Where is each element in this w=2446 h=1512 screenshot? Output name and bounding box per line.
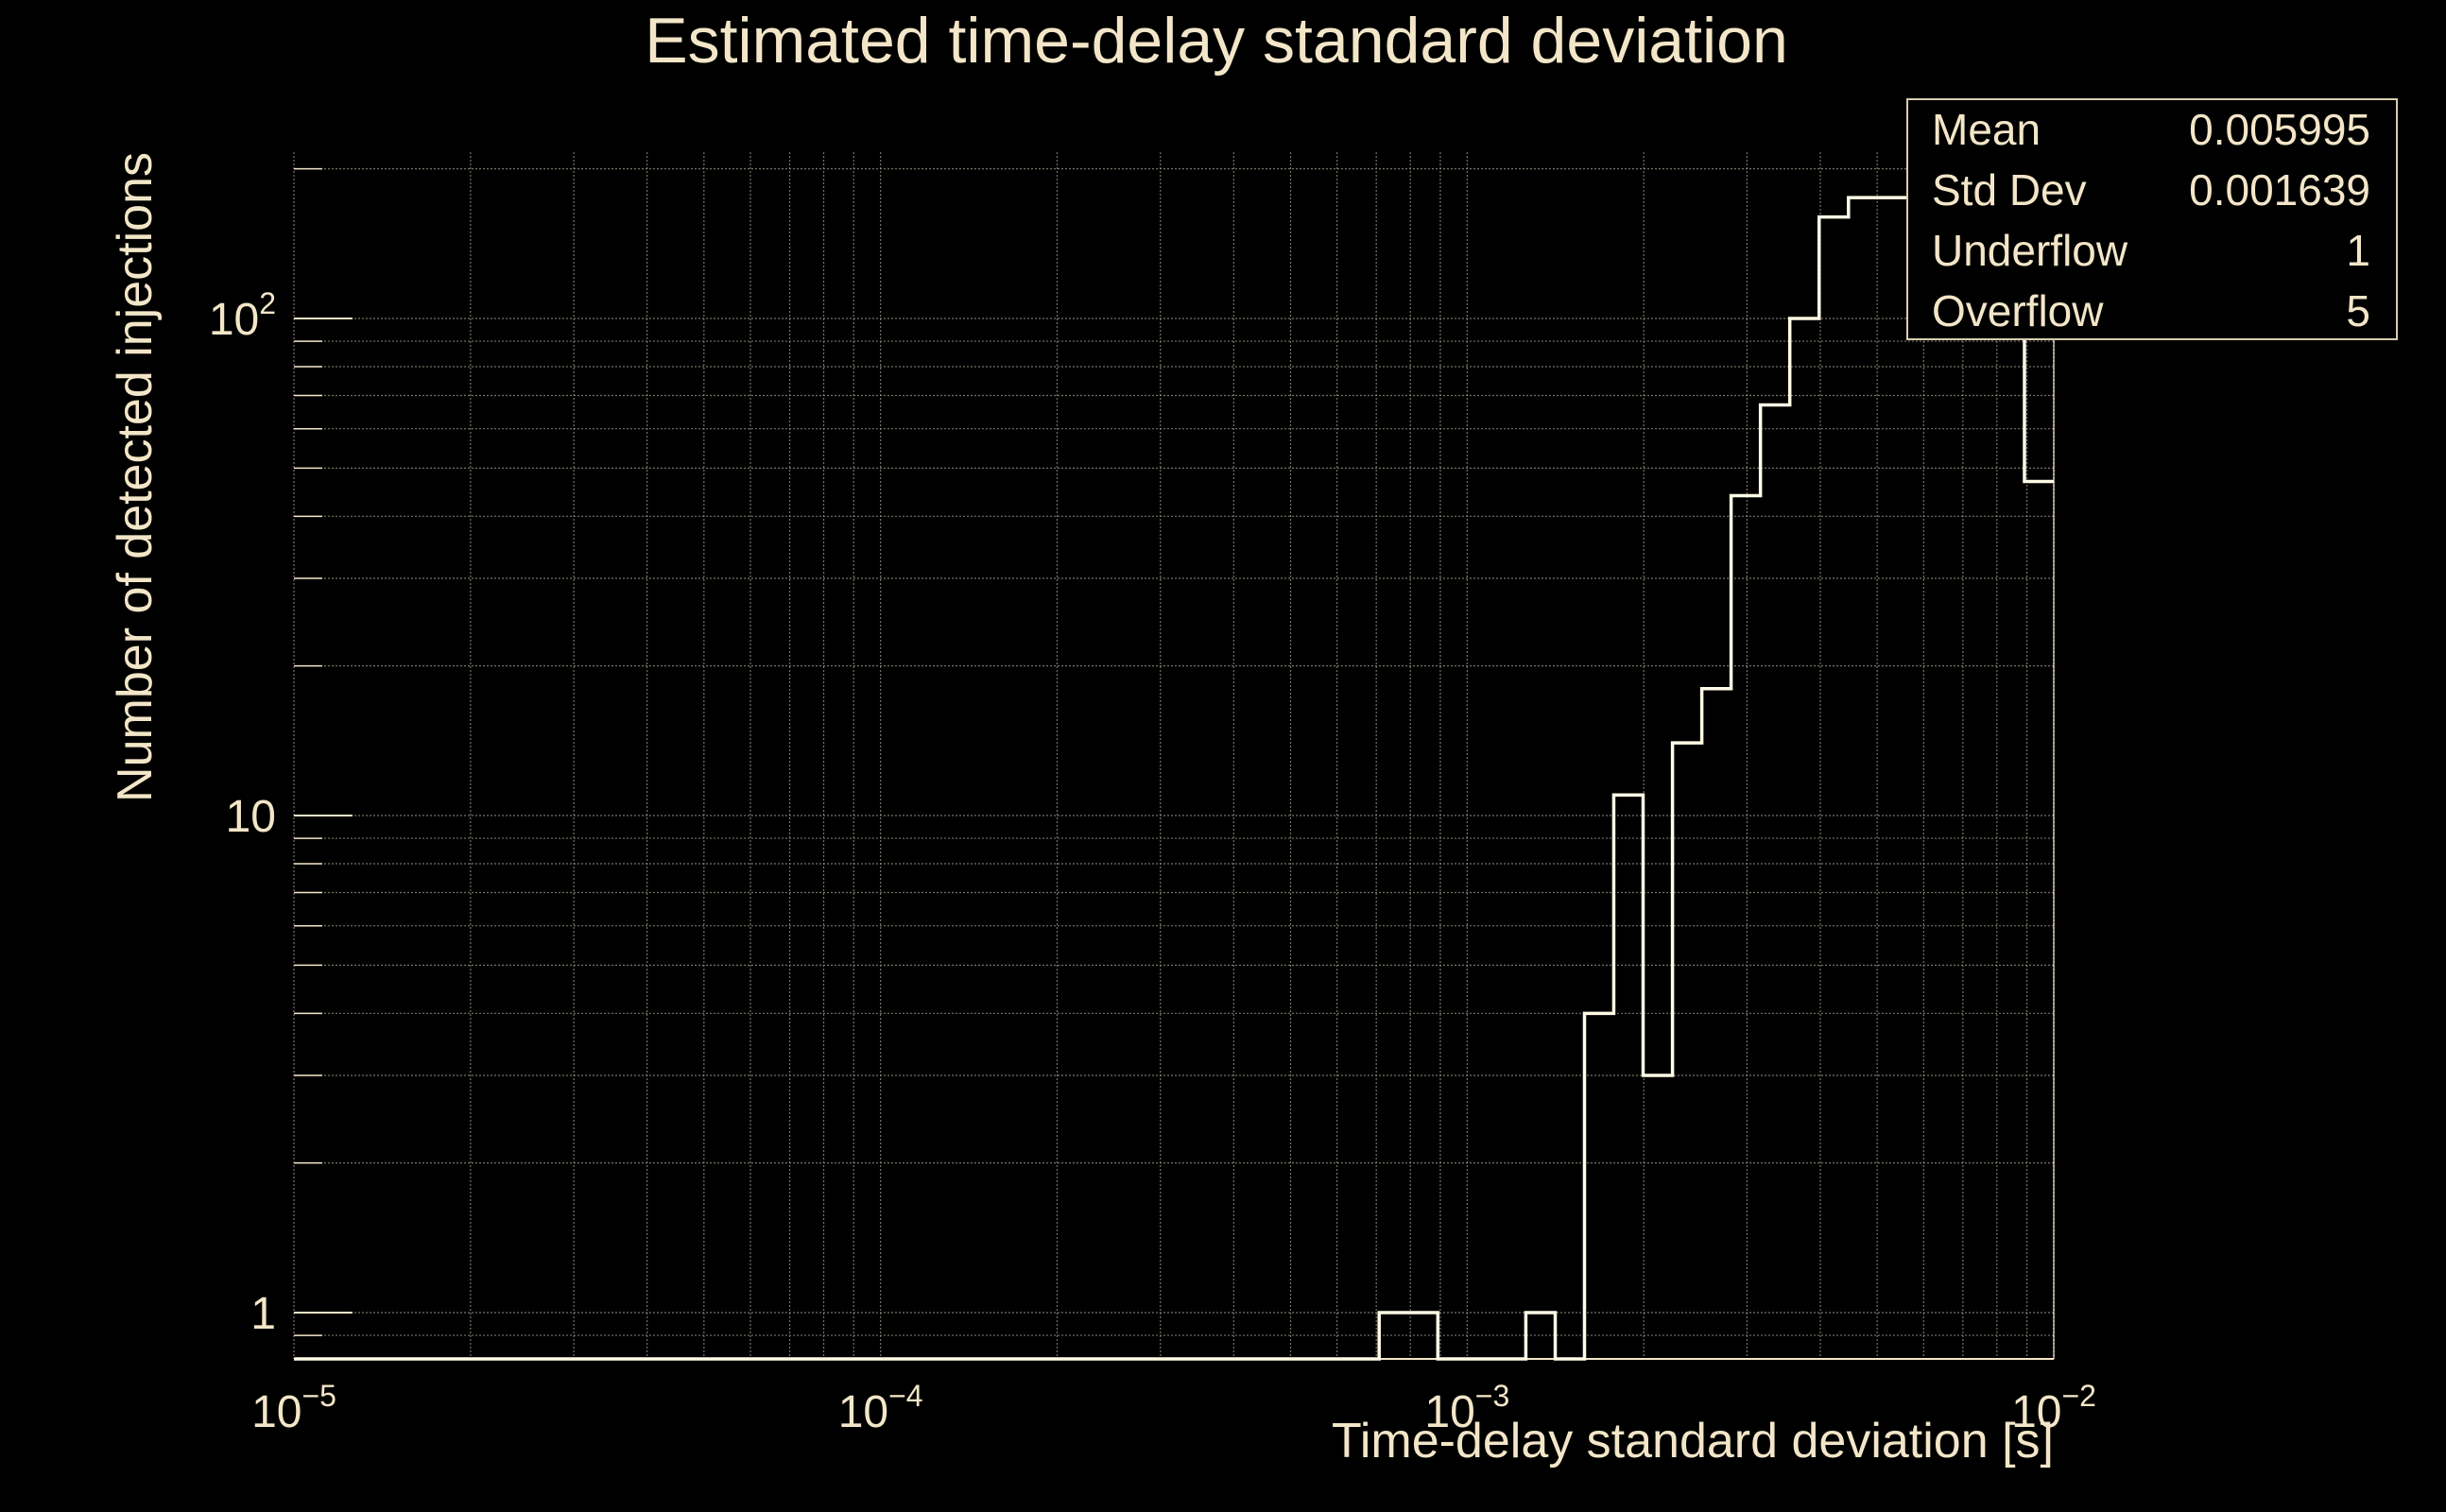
- x-tick-label: 10−3: [1424, 1379, 1509, 1437]
- x-axis-tick-labels: 10−5 10−4 10−3 10−2: [251, 1379, 2096, 1437]
- y-tick-label: 10: [226, 792, 276, 842]
- stat-label: Overflow: [1932, 286, 2104, 335]
- y-tick-label: 1: [250, 1289, 276, 1339]
- statistics-box-frame: [1906, 98, 2398, 340]
- stat-value: 5: [2346, 286, 2370, 335]
- x-tick-label: 10−5: [251, 1379, 336, 1437]
- x-tick-label: 10−4: [838, 1379, 923, 1437]
- statistics-rows: Mean 0.005995 Std Dev 0.001639 Underflow 1 Ove…: [1932, 105, 2370, 335]
- stat-label: Mean: [1932, 105, 2041, 154]
- stat-value: 0.005995: [2189, 105, 2370, 154]
- stat-label: Underflow: [1932, 226, 2128, 275]
- y-axis-tick-labels: 1 10 102: [209, 286, 276, 1339]
- stat-value: 1: [2346, 226, 2370, 275]
- stat-value: 0.001639: [2189, 165, 2370, 215]
- histogram-bars: [294, 196, 2054, 1361]
- stat-label: Std Dev: [1932, 165, 2087, 215]
- y-tick-label: 102: [209, 286, 276, 345]
- x-tick-label: 10−2: [2011, 1379, 2096, 1437]
- histogram-step-line: [294, 196, 2054, 1361]
- statistics-box: Mean 0.005995 Std Dev 0.001639 Underflow 1 Ove…: [1906, 98, 2398, 340]
- y-axis-label: Number of detected injections: [108, 152, 163, 802]
- x-axis-label: Time-delay standard deviation [s]: [1332, 1414, 2054, 1469]
- chart-title: Estimated time-delay standard deviation: [645, 5, 1788, 77]
- grid-lines: [293, 152, 2055, 1359]
